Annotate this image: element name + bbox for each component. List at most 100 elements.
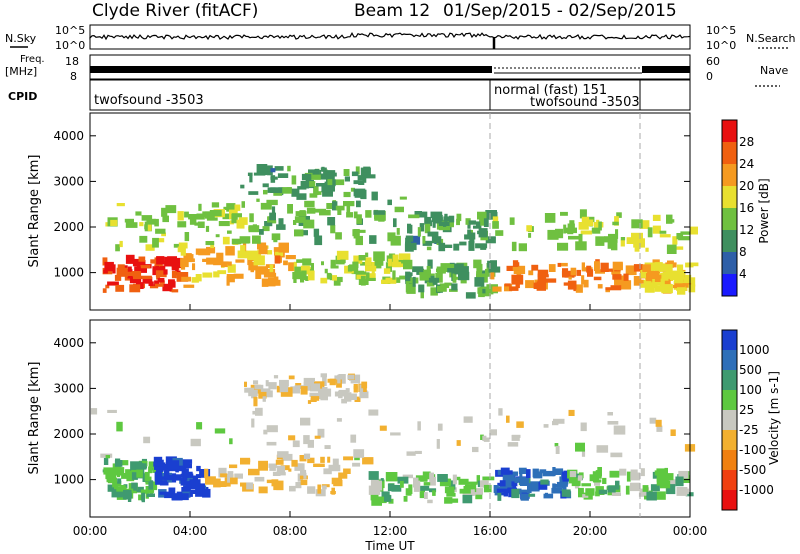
data-cell: [173, 243, 179, 248]
data-cell: [161, 207, 168, 217]
data-cell: [607, 485, 616, 493]
nsearch-label: N.Search: [746, 32, 796, 45]
data-cell: [234, 473, 243, 479]
data-cell: [338, 472, 348, 479]
data-cell: [598, 221, 602, 231]
data-cell: [540, 479, 549, 485]
data-cell: [254, 384, 264, 390]
data-cell: [116, 486, 127, 492]
data-cell: [214, 428, 226, 434]
data-cell: [177, 246, 182, 253]
data-cell: [476, 475, 480, 484]
data-cell: [317, 428, 325, 438]
data-cell: [187, 258, 195, 263]
data-cell: [119, 240, 123, 248]
data-cell: [387, 483, 395, 492]
data-cell: [677, 285, 686, 295]
data-cell: [262, 396, 266, 402]
data-cell: [392, 261, 402, 268]
data-cell: [645, 247, 649, 252]
data-cell: [358, 255, 366, 261]
data-cell: [120, 485, 126, 489]
data-cell: [125, 254, 135, 264]
data-cell: [323, 468, 332, 475]
data-cell: [132, 258, 140, 267]
data-cell: [195, 474, 202, 479]
data-cell: [405, 283, 416, 293]
data-cell: [412, 276, 416, 287]
data-cell: [194, 222, 199, 226]
data-cell: [531, 264, 539, 271]
beam-label: Beam 12: [354, 1, 430, 21]
data-cell: [478, 228, 488, 238]
data-cell: [350, 187, 355, 192]
data-cell: [136, 486, 144, 493]
data-cell: [459, 241, 467, 246]
data-cell: [274, 255, 281, 264]
data-cell: [476, 263, 483, 272]
data-cell: [504, 283, 511, 287]
data-cell: [103, 269, 108, 274]
data-cell: [426, 266, 431, 275]
data-cell: [580, 230, 593, 235]
data-cell: [427, 259, 433, 269]
data-cell: [654, 262, 663, 272]
data-cell: [448, 480, 456, 490]
data-cell: [607, 412, 613, 416]
data-cell: [303, 472, 307, 479]
data-cell: [226, 274, 235, 283]
nave-label: Nave: [760, 64, 788, 77]
colorbar-swatch: [722, 274, 737, 296]
data-cell: [557, 262, 562, 267]
data-cell: [594, 480, 601, 486]
data-cell: [644, 286, 654, 293]
data-cell: [675, 476, 684, 487]
data-cell: [370, 491, 379, 501]
data-cell: [630, 482, 640, 492]
data-cell: [652, 225, 661, 234]
data-cell: [392, 270, 396, 280]
data-cell: [218, 481, 227, 487]
data-cell: [326, 172, 337, 177]
data-cell: [458, 478, 469, 485]
data-cell: [341, 398, 347, 404]
cpid-segment-1: twofsound -3503: [94, 93, 204, 108]
data-cell: [408, 214, 420, 219]
y-tick-label: 4000: [53, 129, 84, 143]
data-cell: [116, 495, 127, 500]
data-cell: [424, 217, 429, 225]
data-cell: [555, 228, 564, 239]
velocity-colorbar: 1000 500 100 25 -25 -100 -500 -1000: [721, 329, 774, 511]
data-cell: [511, 434, 521, 438]
data-cell: [140, 264, 147, 273]
data-cell: [262, 226, 270, 232]
data-cell: [205, 225, 210, 232]
data-cell: [168, 279, 175, 286]
data-cell: [332, 275, 337, 281]
data-cell: [516, 421, 524, 428]
data-cell: [398, 253, 411, 262]
data-cell: [465, 292, 476, 299]
data-cell: [593, 276, 602, 281]
data-cell: [439, 283, 450, 288]
data-cell: [678, 470, 689, 479]
data-cell: [480, 434, 484, 440]
data-cell: [436, 285, 447, 292]
data-cell: [427, 220, 433, 227]
data-cell: [125, 469, 137, 476]
data-cell: [112, 264, 116, 274]
data-cell: [332, 201, 338, 211]
data-cell: [676, 264, 684, 271]
data-cell: [575, 442, 585, 452]
data-cell: [180, 248, 186, 256]
data-cell: [269, 212, 276, 221]
data-cell: [355, 235, 363, 246]
data-cell: [178, 242, 188, 249]
data-cell: [374, 211, 386, 221]
data-cell: [180, 258, 189, 268]
data-cell: [543, 493, 554, 499]
data-cell: [649, 417, 657, 424]
data-cell: [647, 227, 653, 238]
data-cell: [155, 270, 167, 278]
data-cell: [276, 224, 286, 230]
